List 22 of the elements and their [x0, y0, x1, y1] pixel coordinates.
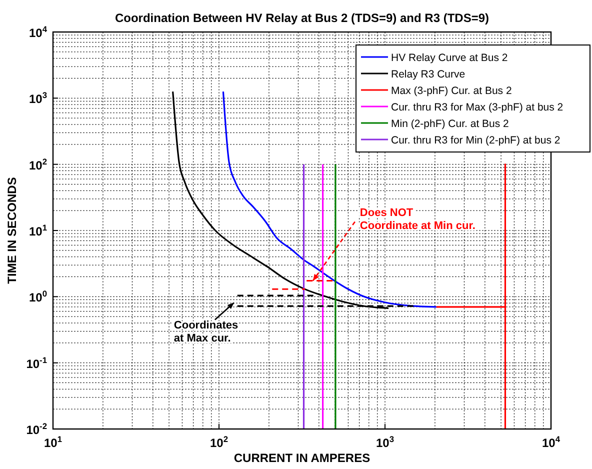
x-tick-label: 10$^{3}$ [376, 434, 394, 450]
legend-label: Min (2-phF) Cur. at Bus 2 [391, 118, 510, 130]
y-axis-title: TIME IN SECONDS [5, 177, 19, 284]
y-tick-label: 10$^{-1}$ [26, 354, 48, 371]
y-tick-label: 10$^{3}$ [28, 90, 48, 106]
legend-label: Relay R3 Curve [391, 68, 466, 80]
annotation: Coordinates at Max cur. [174, 320, 238, 345]
legend-label: HV Relay Curve at Bus 2 [391, 52, 508, 64]
chart-title: Coordination Between HV Relay at Bus 2 (TDS=9) and R3 (TDS=9) [114, 11, 490, 25]
x-tick-label: 10$^{4}$ [542, 434, 560, 450]
y-tick-label: 10$^{1}$ [28, 222, 48, 238]
legend-label: Max (3-phF) Cur. at Bus 2 [391, 85, 512, 97]
x-tick-label: 10$^{2}$ [210, 434, 228, 450]
y-tick-label: 10$^{2}$ [28, 156, 48, 172]
legend-label: Cur. thru R3 for Min (2-phF) at bus 2 [391, 134, 560, 146]
x-tick-label: 10$^{1}$ [44, 434, 62, 450]
legend-label: Cur. thru R3 for Max (3-phF) at bus 2 [391, 102, 564, 114]
y-tick-label: 10$^{0}$ [28, 288, 48, 305]
annotation: Does NOT Coordinate at Min cur. [360, 206, 476, 232]
x-axis-title: CURRENT IN AMPERES [234, 451, 370, 465]
y-tick-label: 10$^{-2}$ [26, 421, 48, 437]
y-tick-label: 10$^{4}$ [28, 24, 48, 40]
